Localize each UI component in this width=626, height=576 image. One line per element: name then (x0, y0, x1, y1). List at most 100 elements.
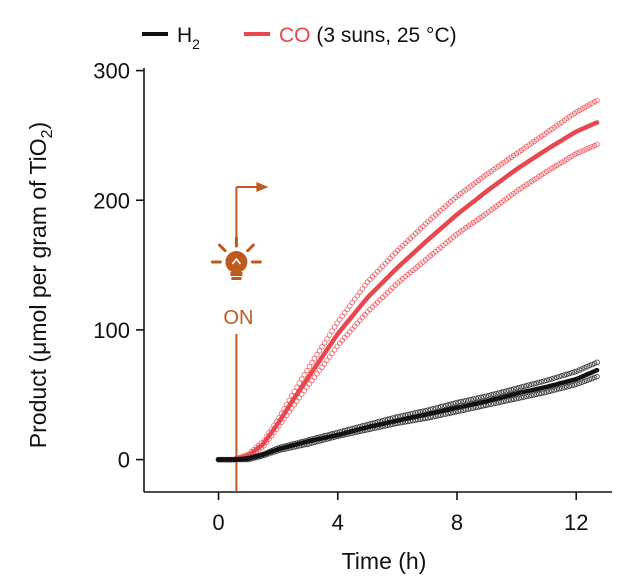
x-tick-label-8: 8 (451, 510, 463, 535)
point-h2-upper-119 (516, 384, 522, 391)
point-h2-upper-92 (447, 401, 454, 407)
point-h2-upper-143 (576, 367, 583, 373)
point-h2-upper-146 (584, 363, 590, 370)
right-arrow-icon (256, 182, 269, 192)
point-h2-upper-144 (579, 366, 585, 372)
point-co-lower-147 (586, 145, 593, 151)
point-h2-upper-117 (511, 386, 517, 392)
point-h2-lower-122 (523, 393, 530, 400)
point-co-lower-48 (336, 340, 343, 347)
point-h2-lower-124 (528, 392, 535, 399)
point-co-upper-38 (311, 355, 318, 362)
lightbulb-base2-icon (231, 277, 242, 280)
point-h2-lower-140 (569, 382, 575, 389)
point-h2-upper-104 (478, 394, 484, 401)
point-h2-upper-103 (475, 395, 482, 401)
point-h2-upper-120 (518, 384, 525, 390)
point-h2-upper-126 (533, 380, 540, 386)
point-co-upper-55 (354, 292, 361, 299)
point-h2-lower-126 (533, 391, 540, 398)
series-line-co-mean (216, 120, 600, 462)
x-tick-label-0: 0 (212, 510, 224, 535)
point-h2-lower-139 (566, 383, 573, 389)
point-h2-lower-121 (521, 394, 527, 400)
point-co-upper-32 (296, 380, 303, 386)
point-co-upper-33 (299, 376, 305, 382)
svg-text:CO (3 suns, 25 °C): CO (3 suns, 25 °C) (279, 24, 457, 47)
point-h2-upper-99 (465, 397, 472, 403)
point-h2-upper-150 (594, 359, 600, 366)
point-h2-lower-119 (516, 395, 522, 401)
point-h2-upper-118 (513, 385, 520, 392)
point-h2-upper-141 (571, 369, 578, 375)
point-co-lower-46 (331, 347, 338, 353)
point-h2-lower-144 (579, 379, 585, 385)
point-co-upper-53 (349, 299, 356, 306)
lightbulb-icon (225, 251, 248, 273)
point-h2-upper-96 (458, 398, 464, 405)
y-tick-label-300: 300 (93, 59, 130, 84)
point-h2-lower-130 (543, 389, 550, 395)
point-h2-upper-131 (546, 376, 552, 383)
point-h2-lower-118 (513, 395, 520, 402)
point-h2-upper-135 (556, 373, 562, 380)
point-co-lower-38 (311, 374, 318, 380)
point-h2-lower-146 (584, 377, 590, 384)
point-h2-upper-101 (470, 396, 477, 402)
point-h2-upper-114 (503, 388, 509, 394)
point-co-lower-146 (584, 146, 590, 152)
y-tick-label-100: 100 (93, 318, 130, 343)
point-co-upper-42 (321, 340, 328, 346)
legend-label-co: CO (279, 24, 311, 47)
point-h2-upper-140 (569, 369, 575, 376)
point-h2-lower-127 (536, 391, 542, 397)
point-co-lower-144 (579, 148, 585, 154)
point-h2-upper-125 (531, 380, 537, 387)
point-h2-upper-89 (440, 403, 446, 409)
y-tick-label-200: 200 (93, 188, 130, 213)
point-co-upper-43 (324, 336, 330, 342)
svg-text:H2: H2 (177, 24, 200, 52)
point-h2-upper-94 (453, 400, 459, 406)
point-co-lower-54 (352, 323, 358, 329)
point-h2-upper-115 (506, 387, 512, 394)
point-co-upper-46 (331, 324, 338, 330)
point-h2-upper-124 (528, 381, 535, 388)
legend-label-h2: H (177, 24, 192, 47)
point-h2-upper-129 (541, 378, 547, 384)
point-h2-lower-135 (556, 386, 562, 392)
point-co-lower-45 (329, 350, 335, 357)
point-co-upper-37 (309, 359, 315, 366)
point-h2-upper-91 (445, 402, 451, 408)
point-h2-lower-141 (571, 382, 578, 388)
point-h2-upper-90 (442, 402, 449, 409)
point-co-lower-149 (591, 142, 598, 149)
point-h2-upper-98 (463, 397, 469, 404)
point-co-lower-55 (354, 320, 361, 327)
point-h2-upper-130 (543, 377, 550, 384)
point-h2-upper-145 (581, 365, 588, 371)
point-co-lower-44 (326, 354, 333, 360)
point-h2-upper-110 (493, 390, 499, 397)
y-axis-title: Product (μmol per gram of TiO2) (25, 122, 56, 448)
point-co-lower-42 (321, 361, 328, 367)
point-h2-upper-134 (553, 374, 560, 381)
point-h2-upper-111 (495, 390, 502, 396)
point-h2-upper-132 (548, 376, 555, 382)
y-axis-title-main: Product (μmol per gram of TiO (25, 138, 51, 448)
point-h2-upper-113 (500, 388, 507, 395)
point-h2-upper-108 (488, 392, 494, 398)
point-h2-upper-128 (538, 379, 545, 385)
point-h2-lower-125 (531, 392, 537, 398)
point-h2-upper-137 (561, 372, 568, 378)
point-h2-upper-139 (566, 370, 573, 377)
point-h2-lower-120 (518, 394, 525, 401)
point-h2-lower-148 (589, 375, 595, 382)
point-co-lower-47 (334, 343, 340, 350)
point-co-lower-53 (349, 326, 356, 332)
point-h2-upper-123 (526, 382, 532, 388)
point-co-upper-44 (326, 332, 333, 338)
point-co-lower-150 (594, 141, 600, 148)
point-co-upper-51 (344, 306, 350, 313)
point-h2-upper-142 (574, 368, 580, 374)
